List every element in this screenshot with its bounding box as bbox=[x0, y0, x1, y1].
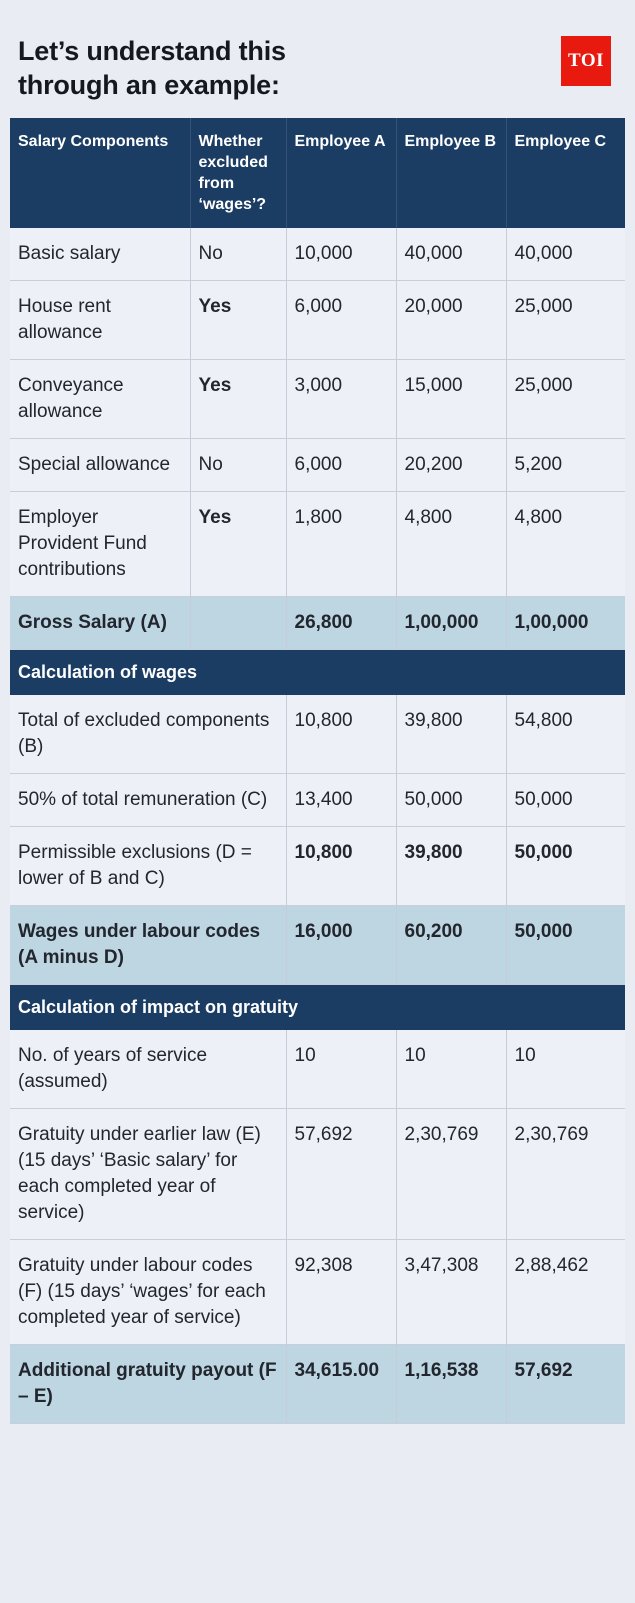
col-header-salary-components: Salary Components bbox=[10, 118, 190, 228]
row-label: House rent allowance bbox=[10, 280, 190, 360]
total-value: 57,692 bbox=[505, 1344, 625, 1424]
total-value: 1,00,000 bbox=[505, 596, 625, 650]
excluded-flag: No bbox=[189, 228, 286, 281]
section-title: Calculation of impact on gratuity bbox=[10, 984, 625, 1030]
row-label: Employer Provident Fund contributions bbox=[10, 491, 190, 597]
row-label: Basic salary bbox=[10, 228, 190, 281]
toi-logo: TOI bbox=[561, 36, 611, 86]
row-label: 50% of total remuneration (C) bbox=[10, 773, 286, 827]
row-label: Gratuity under labour codes (F) (15 days… bbox=[10, 1239, 286, 1345]
table-row: House rent allowance Yes 6,000 20,000 25,000 bbox=[10, 280, 625, 360]
salary-table: Salary Components Whether excluded from … bbox=[10, 118, 625, 1424]
excluded-flag-empty bbox=[189, 596, 286, 650]
value-cell: 92,308 bbox=[285, 1239, 396, 1345]
value-cell: 13,400 bbox=[285, 773, 396, 827]
value-cell: 10 bbox=[285, 1030, 396, 1109]
value-cell: 40,000 bbox=[505, 228, 625, 281]
value-cell: 10 bbox=[505, 1030, 625, 1109]
value-cell: 2,30,769 bbox=[505, 1108, 625, 1240]
row-label: Special allowance bbox=[10, 438, 190, 492]
value-cell: 25,000 bbox=[505, 280, 625, 360]
value-cell: 1,800 bbox=[285, 491, 396, 597]
table-row: 50% of total remuneration (C) 13,400 50,00… bbox=[10, 773, 625, 827]
value-cell: 4,800 bbox=[395, 491, 506, 597]
value-cell: 50,000 bbox=[395, 773, 506, 827]
total-row: Wages under labour codes (A minus D) 16,0… bbox=[10, 905, 625, 985]
table-row: Employer Provident Fund contributions Yes… bbox=[10, 491, 625, 597]
value-cell: 3,47,308 bbox=[395, 1239, 506, 1345]
row-label: No. of years of service (assumed) bbox=[10, 1030, 286, 1109]
col-header-employee-b: Employee B bbox=[395, 118, 506, 228]
value-cell: 15,000 bbox=[395, 359, 506, 439]
value-cell: 4,800 bbox=[505, 491, 625, 597]
total-label: Gross Salary (A) bbox=[10, 596, 190, 650]
value-cell: 50,000 bbox=[505, 773, 625, 827]
value-cell: 50,000 bbox=[505, 826, 625, 906]
excluded-flag: Yes bbox=[189, 491, 286, 597]
excluded-flag: No bbox=[189, 438, 286, 492]
value-cell: 20,200 bbox=[395, 438, 506, 492]
value-cell: 57,692 bbox=[285, 1108, 396, 1240]
table-row: Total of excluded components (B) 10,800 39… bbox=[10, 695, 625, 774]
table-row: Conveyance allowance Yes 3,000 15,000 25,000 bbox=[10, 359, 625, 439]
header: Let’s understand this through an example… bbox=[0, 0, 635, 118]
total-value: 34,615.00 bbox=[285, 1344, 396, 1424]
table-row: Gratuity under labour codes (F) (15 days… bbox=[10, 1239, 625, 1345]
excluded-flag: Yes bbox=[189, 280, 286, 360]
table-row: Gratuity under earlier law (E) (15 days’… bbox=[10, 1108, 625, 1240]
total-row: Gross Salary (A) 26,800 1,00,000 1,00,000 bbox=[10, 596, 625, 650]
total-value: 16,000 bbox=[285, 905, 396, 985]
salary-table-body: Basic salary No 10,000 40,000 40,000 House re… bbox=[10, 228, 625, 1424]
value-cell: 25,000 bbox=[505, 359, 625, 439]
total-value: 50,000 bbox=[505, 905, 625, 985]
value-cell: 39,800 bbox=[395, 695, 506, 774]
value-cell: 3,000 bbox=[285, 359, 396, 439]
page-title: Let’s understand this through an example… bbox=[18, 34, 617, 102]
value-cell: 40,000 bbox=[395, 228, 506, 281]
section-header-row: Calculation of wages bbox=[10, 649, 625, 695]
row-label: Permissible exclusions (D = lower of B a… bbox=[10, 826, 286, 906]
section-header-row: Calculation of impact on gratuity bbox=[10, 984, 625, 1030]
col-header-employee-a: Employee A bbox=[285, 118, 396, 228]
table-row: Permissible exclusions (D = lower of B a… bbox=[10, 826, 625, 906]
section-title: Calculation of wages bbox=[10, 649, 625, 695]
total-value: 60,200 bbox=[395, 905, 506, 985]
value-cell: 10 bbox=[395, 1030, 506, 1109]
value-cell: 39,800 bbox=[395, 826, 506, 906]
table-row: No. of years of service (assumed) 10 10 10 bbox=[10, 1030, 625, 1109]
total-value: 1,00,000 bbox=[395, 596, 506, 650]
value-cell: 2,88,462 bbox=[505, 1239, 625, 1345]
table-row: Special allowance No 6,000 20,200 5,200 bbox=[10, 438, 625, 492]
table-header-row: Salary Components Whether excluded from … bbox=[10, 118, 625, 228]
page-title-line2: through an example: bbox=[18, 70, 280, 100]
total-value: 26,800 bbox=[285, 596, 396, 650]
table-row: Basic salary No 10,000 40,000 40,000 bbox=[10, 228, 625, 281]
row-label: Total of excluded components (B) bbox=[10, 695, 286, 774]
row-label: Gratuity under earlier law (E) (15 days’… bbox=[10, 1108, 286, 1240]
value-cell: 6,000 bbox=[285, 438, 396, 492]
total-label: Additional gratuity payout (F – E) bbox=[10, 1344, 286, 1424]
value-cell: 10,800 bbox=[285, 826, 396, 906]
value-cell: 10,800 bbox=[285, 695, 396, 774]
value-cell: 54,800 bbox=[505, 695, 625, 774]
total-label: Wages under labour codes (A minus D) bbox=[10, 905, 286, 985]
value-cell: 20,000 bbox=[395, 280, 506, 360]
page-title-line1: Let’s understand this bbox=[18, 36, 286, 66]
value-cell: 6,000 bbox=[285, 280, 396, 360]
value-cell: 5,200 bbox=[505, 438, 625, 492]
excluded-flag: Yes bbox=[189, 359, 286, 439]
col-header-whether-excluded: Whether excluded from ‘wages’? bbox=[189, 118, 286, 228]
value-cell: 2,30,769 bbox=[395, 1108, 506, 1240]
total-row: Additional gratuity payout (F – E) 34,615… bbox=[10, 1344, 625, 1424]
row-label: Conveyance allowance bbox=[10, 359, 190, 439]
value-cell: 10,000 bbox=[285, 228, 396, 281]
col-header-employee-c: Employee C bbox=[505, 118, 625, 228]
total-value: 1,16,538 bbox=[395, 1344, 506, 1424]
